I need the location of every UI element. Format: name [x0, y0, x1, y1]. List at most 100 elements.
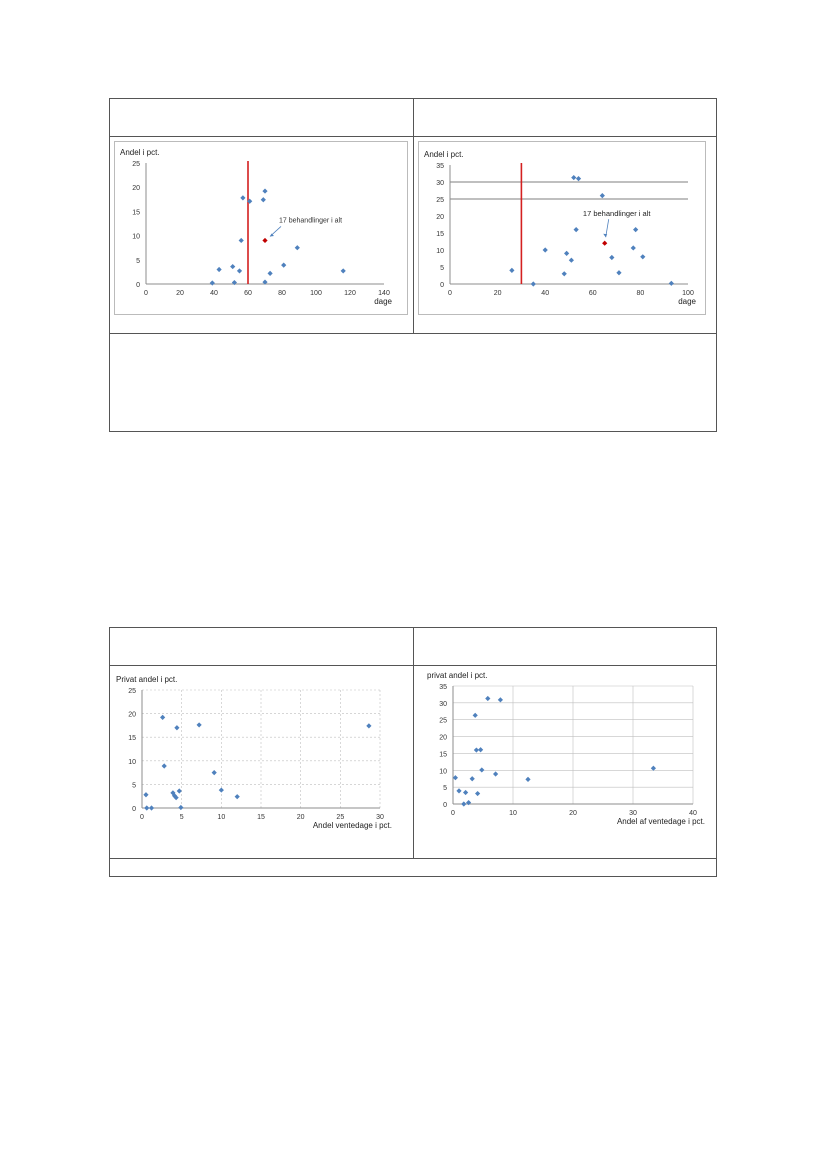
y-tick-label: 0 — [136, 282, 140, 289]
y-tick-label: 0 — [132, 806, 136, 813]
x-tick-label: 5 — [180, 814, 184, 821]
y-axis-label: privat andel i pct. — [427, 671, 487, 680]
annotation-label: 17 behandlinger i alt — [279, 217, 342, 224]
data-point — [174, 725, 180, 731]
data-point — [238, 237, 244, 244]
data-point — [240, 195, 246, 201]
x-tick-label: 40 — [689, 810, 697, 817]
data-point — [475, 790, 481, 797]
data-point — [456, 788, 462, 794]
table-top-column-divider — [413, 98, 414, 334]
data-point — [466, 800, 472, 806]
data-point — [216, 266, 222, 273]
y-tick-label: 5 — [136, 258, 140, 265]
y-tick-label: 5 — [132, 782, 136, 789]
data-point — [463, 789, 469, 796]
data-point — [262, 188, 268, 194]
y-tick-label: 10 — [128, 759, 136, 766]
y-tick-label: 20 — [128, 712, 136, 719]
x-tick-label: 20 — [494, 290, 502, 297]
y-axis-label: Andel i pct. — [424, 150, 464, 159]
x-tick-label: 15 — [257, 814, 265, 821]
data-point — [160, 714, 166, 720]
data-point — [340, 268, 346, 274]
data-point — [542, 247, 548, 253]
x-tick-label: 60 — [244, 290, 252, 297]
x-tick-label: 80 — [278, 290, 286, 297]
data-point — [478, 747, 484, 753]
x-tick-label: 140 — [378, 290, 390, 297]
x-tick-label: 80 — [637, 290, 645, 297]
y-tick-label: 20 — [436, 214, 444, 221]
data-point — [493, 771, 499, 777]
y-tick-label: 25 — [439, 718, 447, 725]
x-tick-label: 0 — [448, 290, 452, 297]
data-point — [230, 263, 236, 270]
x-tick-label: 120 — [344, 290, 356, 297]
y-tick-label: 20 — [439, 735, 447, 742]
chart-box-1 — [114, 141, 408, 315]
x-tick-label: 30 — [629, 810, 637, 817]
x-tick-label: 10 — [509, 810, 517, 817]
y-axis-label: Andel i pct. — [120, 148, 160, 157]
x-tick-label: 30 — [376, 814, 384, 821]
y-tick-label: 15 — [439, 751, 447, 758]
data-point — [209, 280, 215, 286]
data-point — [616, 270, 622, 276]
y-tick-label: 0 — [443, 802, 447, 809]
data-point — [472, 712, 478, 718]
data-point — [281, 262, 287, 268]
y-axis-label: Privat andel i pct. — [116, 675, 177, 684]
y-tick-label: 15 — [436, 231, 444, 238]
data-point — [479, 767, 485, 773]
data-point — [176, 788, 182, 794]
y-tick-label: 25 — [128, 688, 136, 695]
y-tick-label: 5 — [440, 265, 444, 272]
data-point — [366, 723, 372, 729]
data-point — [575, 176, 582, 182]
y-tick-label: 25 — [132, 161, 140, 168]
highlight-point — [602, 240, 608, 246]
x-tick-label: 100 — [682, 290, 694, 297]
data-point — [144, 805, 150, 811]
data-point — [633, 227, 639, 233]
x-tick-label: 40 — [210, 290, 218, 297]
data-point — [247, 198, 253, 204]
data-point — [143, 792, 149, 798]
data-point — [211, 770, 217, 776]
x-tick-label: 25 — [336, 814, 344, 821]
y-tick-label: 10 — [436, 248, 444, 255]
x-tick-label: 60 — [589, 290, 597, 297]
table-bottom-column-divider — [413, 627, 414, 859]
data-point — [530, 281, 536, 287]
data-point — [262, 279, 268, 285]
data-point — [178, 804, 184, 811]
x-tick-label: 20 — [176, 290, 184, 297]
x-tick-label: 0 — [140, 814, 144, 821]
data-point — [599, 193, 605, 199]
x-tick-label: 20 — [569, 810, 577, 817]
data-point — [485, 695, 491, 702]
data-point — [148, 805, 155, 811]
x-tick-label: 0 — [144, 290, 148, 297]
y-tick-label: 10 — [132, 234, 140, 241]
x-axis-label: dage — [678, 297, 696, 306]
data-point — [473, 747, 479, 753]
data-point — [564, 250, 570, 256]
chart-3: 0 5 10 15 20 25 0 5 10 15 20 25 30 Privat andel i pct… — [116, 675, 392, 830]
data-point — [469, 776, 475, 782]
annotation-arrow-head — [270, 233, 274, 237]
y-tick-label: 30 — [439, 701, 447, 708]
x-tick-label: 100 — [310, 290, 322, 297]
annotation-arrow-head — [603, 233, 608, 238]
data-point — [294, 245, 300, 251]
x-tick-label: 40 — [541, 290, 549, 297]
data-point — [196, 722, 202, 728]
chart-box-2 — [418, 141, 706, 315]
chart-4: 0 5 10 15 20 25 30 35 0 10 20 30 40 privat andel i pc… — [427, 671, 705, 826]
x-tick-label: 20 — [297, 814, 305, 821]
data-point — [509, 267, 515, 273]
data-point — [161, 763, 167, 769]
y-tick-label: 35 — [439, 684, 447, 691]
x-tick-label: 10 — [217, 814, 225, 821]
